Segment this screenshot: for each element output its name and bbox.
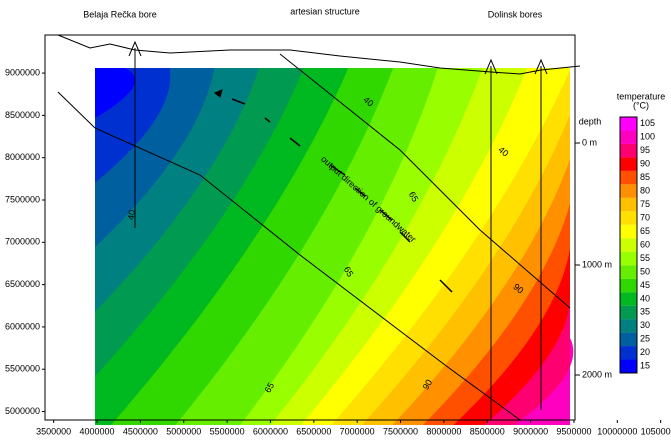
x-tick-label: 6500000: [296, 426, 331, 436]
depth-tick-label: 1000 m: [582, 259, 612, 269]
colorbar-label: 50: [640, 266, 650, 276]
colorbar-cell: [620, 278, 637, 293]
colorbar-label: 20: [640, 347, 650, 357]
colorbar-title: (°C): [633, 100, 649, 110]
contour-label: 40: [361, 94, 375, 108]
colorbar-cell: [620, 359, 637, 373]
colorbar-cell: [620, 117, 637, 131]
colorbar-label: 105: [640, 118, 655, 128]
x-tick-label: 6000000: [253, 426, 288, 436]
colorbar-cell: [620, 197, 637, 212]
colorbar-cell: [620, 305, 637, 320]
colorbar-label: 15: [640, 361, 650, 371]
y-tick-label: 7500000: [5, 194, 40, 204]
colorbar-frame: [619, 116, 638, 374]
contour-label: 65: [342, 265, 356, 279]
y-tick-label: 5000000: [5, 406, 40, 416]
colorbar-cell: [620, 332, 637, 347]
depth-title: depth: [579, 116, 602, 126]
colorbar-label: 70: [640, 212, 650, 222]
colorbar-label: 60: [640, 239, 650, 249]
colorbar-cell: [620, 143, 637, 158]
x-tick-label: 9500000: [556, 426, 591, 436]
colorbar-label: 75: [640, 199, 650, 209]
colorbar-label: 30: [640, 320, 650, 330]
bore-head: [128, 40, 142, 57]
chart-title: artesian structure: [290, 6, 360, 16]
depth-tick-label: 2000 m: [582, 369, 612, 379]
contour-label: 90: [421, 378, 435, 392]
contour-label: 40: [496, 144, 510, 158]
contour-band: [514, 338, 574, 425]
colorbar-title: temperature: [617, 91, 666, 101]
colorbar-label: 25: [640, 334, 650, 344]
y-tick-label: 5500000: [5, 364, 40, 374]
colorbar-cell: [620, 238, 637, 252]
contour-label: 65: [263, 381, 277, 395]
colorbar-label: 35: [640, 307, 650, 317]
contour-label: 90: [511, 281, 525, 295]
annotation: Dolinsk bores: [488, 9, 543, 19]
x-tick-label: 10000000: [597, 426, 637, 436]
contour-band: [484, 293, 571, 425]
colorbar-label: 40: [640, 293, 650, 303]
colorbar-label: 45: [640, 280, 650, 290]
x-tick-label: 7000000: [340, 426, 375, 436]
flow-dashes: [231, 98, 453, 293]
colorbar-cell: [620, 265, 637, 279]
geology-lines: [57, 34, 581, 421]
fault-line: [57, 91, 521, 421]
colorbar-cell: [620, 319, 637, 333]
colorbar-cell: [620, 224, 637, 239]
x-tick-label: 7500000: [383, 426, 418, 436]
colorbar-cell: [620, 251, 637, 266]
plot-frame: [44, 34, 576, 421]
bore-head: [534, 58, 548, 75]
contour-label: 40: [126, 209, 138, 221]
colorbar-label: 80: [640, 185, 650, 195]
fault-line: [279, 53, 571, 309]
x-tick-label: 5000000: [166, 426, 201, 436]
colorbar-label: 95: [640, 145, 650, 155]
x-tick-label: 3500000: [36, 426, 71, 436]
colorbar-cell: [620, 184, 637, 198]
colorbar-label: 65: [640, 226, 650, 236]
y-tick-label: 9000000: [5, 67, 40, 77]
x-tick-label: 9000000: [513, 426, 548, 436]
colorbar-label: 55: [640, 253, 650, 263]
colorbar-cell: [620, 170, 637, 185]
annotation: Belaja Rečka bore: [83, 9, 157, 19]
colorbar-cell: [620, 211, 637, 225]
y-tick-label: 8000000: [5, 152, 40, 162]
x-tick-label: 8000000: [426, 426, 461, 436]
colorbar-label: 100: [640, 132, 655, 142]
x-tick-label: 10500000: [641, 426, 671, 436]
colorbar-cell: [620, 346, 637, 360]
surface-line: [57, 34, 581, 75]
flow-arrow: [214, 89, 223, 98]
colorbar-cell: [620, 292, 637, 306]
contour-fills: [95, 68, 574, 425]
x-tick-label: 4500000: [123, 426, 158, 436]
y-tick-label: 6500000: [5, 279, 40, 289]
colorbar-label: 85: [640, 172, 650, 182]
y-tick-label: 8500000: [5, 110, 40, 120]
x-tick-label: 4000000: [80, 426, 115, 436]
y-tick-label: 6000000: [5, 321, 40, 331]
contour-label: 65: [407, 190, 421, 204]
chart-elements: 3500000 4000000 4500000 5000000 5500000 60000…: [5, 67, 671, 436]
colorbar-cell: [620, 130, 637, 144]
colorbar-label: 90: [640, 159, 650, 169]
x-tick-label: 5500000: [210, 426, 245, 436]
depth-tick-label: 0 m: [582, 137, 597, 147]
bore-head: [484, 58, 498, 75]
y-tick-label: 7000000: [5, 237, 40, 247]
colorbar-cell: [620, 157, 637, 171]
x-tick-label: 8500000: [470, 426, 505, 436]
